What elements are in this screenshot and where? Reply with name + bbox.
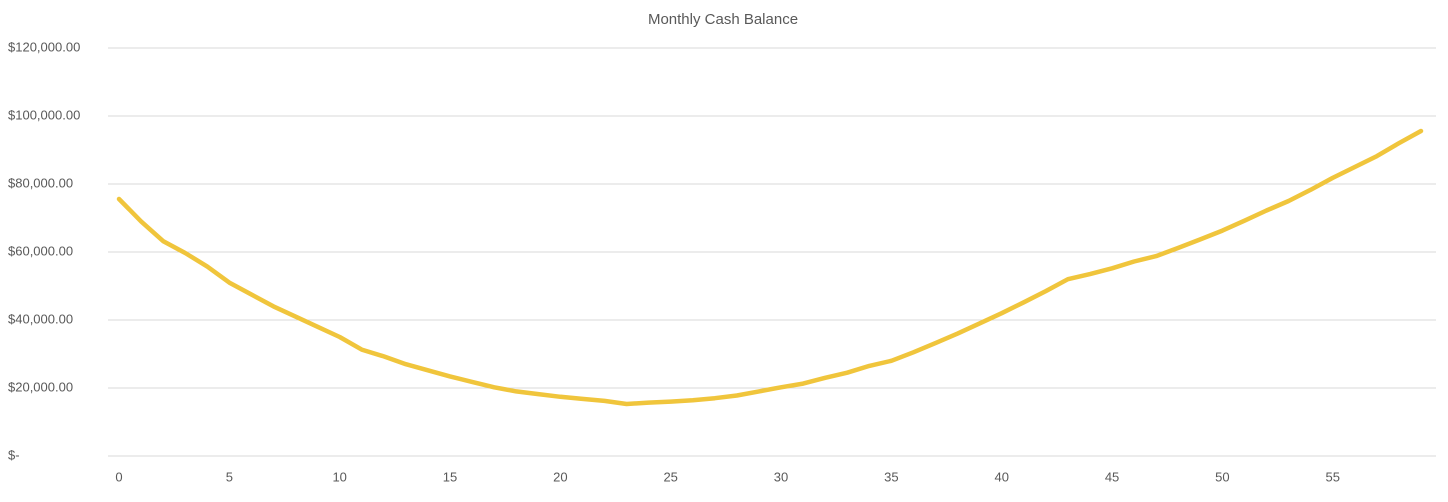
- x-tick-label: 35: [884, 469, 898, 484]
- x-tick-label: 40: [994, 469, 1008, 484]
- x-tick-label: 50: [1215, 469, 1229, 484]
- y-tick-label: $-: [8, 447, 20, 462]
- data-line: [116, 128, 1424, 407]
- x-tick-label: 10: [332, 469, 346, 484]
- y-tick-label: $20,000.00: [8, 379, 73, 394]
- y-tick-label: $80,000.00: [8, 175, 73, 190]
- y-tick-label: $100,000.00: [8, 107, 80, 122]
- x-tick-label: 0: [115, 469, 122, 484]
- x-tick-label: 30: [774, 469, 788, 484]
- x-tick-label: 55: [1325, 469, 1339, 484]
- x-tick-label: 15: [443, 469, 457, 484]
- x-tick-label: 45: [1105, 469, 1119, 484]
- chart-title: Monthly Cash Balance: [648, 11, 798, 28]
- x-tick-label: 25: [663, 469, 677, 484]
- x-tick-label: 20: [553, 469, 567, 484]
- x-tick-label: 5: [226, 469, 233, 484]
- y-tick-label: $120,000.00: [8, 39, 80, 54]
- y-tick-label: $40,000.00: [8, 311, 73, 326]
- y-tick-label: $60,000.00: [8, 243, 73, 258]
